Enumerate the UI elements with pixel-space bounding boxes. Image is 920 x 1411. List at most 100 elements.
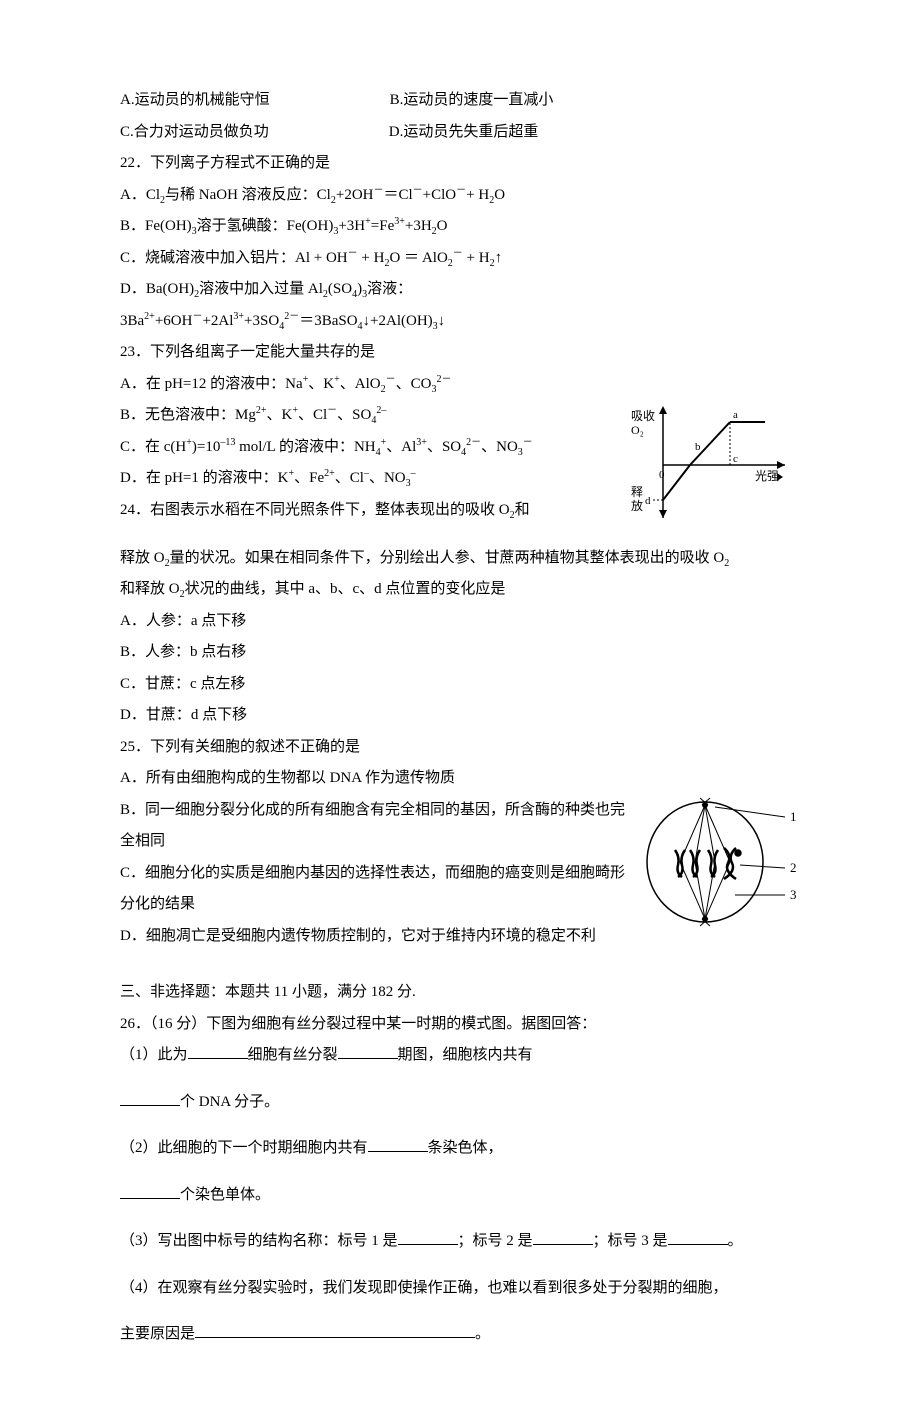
blank: [195, 1323, 475, 1338]
text: B．无色溶液中：Mg: [120, 407, 256, 423]
blank: [188, 1044, 248, 1059]
text: 、K: [266, 407, 292, 423]
q26-p1b: 个 DNA 分子。: [120, 1087, 800, 1119]
text: O: [494, 187, 505, 203]
svg-text:3: 3: [790, 887, 797, 902]
text: 。: [475, 1326, 490, 1342]
svg-text:吸收: 吸收: [631, 409, 655, 423]
q22-stem: 22．下列离子方程式不正确的是: [120, 148, 800, 180]
blank: [120, 1091, 180, 1106]
q26-p4: （4）在观察有丝分裂实验时，我们发现即使操作正确，也难以看到很多处于分裂期的细胞…: [120, 1273, 800, 1305]
svg-text:a: a: [733, 409, 738, 421]
q22-c: C．烧碱溶液中加入铝片：Al + OH－ + H2O ＝ AlO2－ + H2↑: [120, 243, 800, 275]
svg-text:0: 0: [659, 469, 665, 481]
text: （4）在观察有丝分裂实验时，我们发现即使操作正确，也难以看到很多处于分裂期的细胞…: [120, 1280, 728, 1296]
text: 、AlO: [340, 376, 381, 392]
q24-a: A．人参：a 点下移: [120, 606, 800, 638]
svg-text:O₂: O₂: [631, 423, 644, 437]
text: +3SO: [244, 313, 279, 329]
text: （2）此细胞的下一个时期细胞内共有: [120, 1140, 368, 1156]
text: mol/L 的溶液中：NH: [235, 439, 375, 455]
svg-text:放: 放: [631, 498, 643, 513]
text: ＝3BaSO: [299, 313, 357, 329]
svg-text:d: d: [645, 495, 651, 507]
q26-p4b: 主要原因是 。: [120, 1319, 800, 1351]
text: A．在 pH=12 的溶液中：Na: [120, 376, 303, 392]
text: 、NO: [369, 470, 406, 486]
text: ↑: [495, 250, 503, 266]
text: ↓+2Al(OH): [363, 313, 433, 329]
text: 个 DNA 分子。: [180, 1094, 279, 1110]
text: + H: [463, 250, 490, 266]
text: D．在 pH=1 的溶液中：K: [120, 470, 288, 486]
text: 释放 O: [120, 550, 165, 566]
q24-b: B．人参：b 点右移: [120, 637, 800, 669]
q26-p3: （3）写出图中标号的结构名称：标号 1 是；标号 2 是；标号 3 是。: [120, 1226, 800, 1258]
text: C．烧碱溶液中加入铝片：Al + OH: [120, 250, 348, 266]
blank: [368, 1137, 428, 1152]
text: 与稀 NaOH 溶液反应：Cl: [165, 187, 331, 203]
blank: [398, 1230, 458, 1245]
text: +6OH: [155, 313, 193, 329]
text: C．在 c(H: [120, 439, 186, 455]
text: 、Al: [386, 439, 416, 455]
svg-text:1: 1: [790, 809, 797, 824]
text: =Fe: [371, 218, 394, 234]
option-d: D.运动员先失重后超重: [389, 117, 539, 149]
q23-a: A．在 pH=12 的溶液中：Na+、K+、AlO2－、CO32－: [120, 369, 800, 401]
text: 和: [515, 502, 530, 518]
text: )=10: [192, 439, 220, 455]
text: +ClO: [423, 187, 456, 203]
svg-text:2: 2: [790, 860, 797, 875]
text: 条染色体，: [428, 1140, 503, 1156]
text: +2Al: [202, 313, 233, 329]
text: 、SO: [337, 407, 371, 423]
text: 溶于氢碘酸：Fe(OH): [197, 218, 334, 234]
q26-stem: 26．（16 分）下图为细胞有丝分裂过程中某一时期的模式图。据图回答：: [120, 1009, 800, 1041]
q24-d: D．甘蔗：d 点下移: [120, 700, 800, 732]
cell-mitosis-diagram: 1 2 3: [640, 795, 800, 943]
text: 、Cl: [298, 407, 327, 423]
text: A．Cl: [120, 187, 160, 203]
text: 主要原因是: [120, 1326, 195, 1342]
text: （1）此为: [120, 1047, 188, 1063]
q26-p1: （1）此为细胞有丝分裂期图，细胞核内共有: [120, 1040, 800, 1072]
text: 24．右图表示水稻在不同光照条件下，整体表现出的吸收 O: [120, 502, 510, 518]
text: B．Fe(OH): [120, 218, 192, 234]
q26-p2b: 个染色单体。: [120, 1180, 800, 1212]
text: 、K: [308, 376, 334, 392]
text: 量的状况。如果在相同条件下，分别绘出人参、甘蔗两种植物其整体表现出的吸收 O: [170, 550, 725, 566]
text: 、CO: [396, 376, 432, 392]
text: 个染色单体。: [180, 1187, 270, 1203]
text: + H: [358, 250, 385, 266]
text: ↓: [438, 313, 446, 329]
q22-b: B．Fe(OH)3溶于氢碘酸：Fe(OH)3+3H+=Fe3++3H2O: [120, 211, 800, 243]
text: 、SO: [427, 439, 461, 455]
text: 、NO: [481, 439, 518, 455]
svg-text:释: 释: [631, 485, 643, 499]
option-b: B.运动员的速度一直减小: [390, 85, 554, 117]
text: +2OH: [336, 187, 374, 203]
text: (SO: [328, 281, 352, 297]
text: ；标号 3 是: [593, 1233, 668, 1249]
text: O ＝ AlO: [389, 250, 447, 266]
section-three-header: 三、非选择题：本题共 11 小题，满分 182 分.: [120, 977, 800, 1009]
text: 和释放 O: [120, 581, 180, 597]
text: ；标号 2 是: [458, 1233, 533, 1249]
blank: [120, 1184, 180, 1199]
text: 溶液中加入过量 Al: [199, 281, 323, 297]
text: ＝Cl: [383, 187, 412, 203]
q25-stem: 25．下列有关细胞的叙述不正确的是: [120, 732, 800, 764]
q23-stem: 23．下列各组离子一定能大量共存的是: [120, 337, 800, 369]
svg-text:b: b: [695, 441, 701, 453]
q25-a: A．所有由细胞构成的生物都以 DNA 作为遗传物质: [120, 763, 800, 795]
text: 状况的曲线，其中 a、b、c、d 点位置的变化应是: [185, 581, 506, 597]
text: 、Fe: [294, 470, 324, 486]
text: +3H: [338, 218, 365, 234]
q24-stem3: 和释放 O2状况的曲线，其中 a、b、c、d 点位置的变化应是: [120, 574, 800, 606]
blank: [338, 1044, 398, 1059]
q21-options: A.运动员的机械能守恒 B.运动员的速度一直减小: [120, 85, 800, 117]
text: 、Cl: [335, 470, 364, 486]
text: O: [437, 218, 448, 234]
q22-d-eq: 3Ba2++6OH－+2Al3++3SO42－＝3BaSO4↓+2Al(OH)3…: [120, 306, 800, 338]
